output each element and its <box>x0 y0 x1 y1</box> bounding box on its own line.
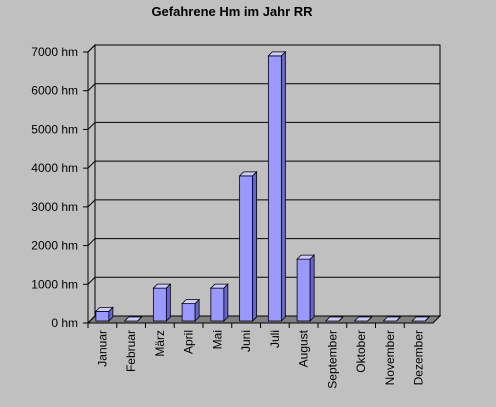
bar-side <box>280 50 286 322</box>
bar-front <box>152 287 167 322</box>
grid-line <box>87 276 440 285</box>
bar <box>238 170 258 322</box>
grid-line-side <box>87 199 96 208</box>
x-tick-label: Januar <box>95 330 109 367</box>
y-tick-label: 4000 hm <box>31 161 78 175</box>
bar-front <box>267 55 282 322</box>
grid-line <box>87 315 440 324</box>
bar <box>353 316 373 322</box>
y-tick-label: 1000 hm <box>31 277 78 291</box>
grid-line <box>87 83 440 92</box>
bar-side <box>194 298 200 322</box>
grid-line <box>87 121 440 130</box>
grid-line <box>87 199 440 208</box>
back-wall <box>94 44 441 317</box>
grid-line <box>87 44 440 53</box>
bar-front <box>95 310 110 322</box>
bar-side <box>367 316 372 322</box>
bar <box>267 50 287 322</box>
bar <box>152 283 172 322</box>
bar-side <box>165 283 171 322</box>
bar <box>411 316 431 322</box>
y-tick-label: 3000 hm <box>31 200 78 214</box>
bar <box>181 298 201 322</box>
x-tick-label: Juli <box>268 330 282 348</box>
grid-line-side <box>87 160 96 169</box>
grid-line-side <box>87 83 96 92</box>
y-tick-label: 0 hm <box>51 316 78 330</box>
grid-line-side <box>87 276 96 285</box>
y-tick-label: 5000 hm <box>31 122 78 136</box>
x-tick-label: Mai <box>210 330 224 349</box>
bar-front <box>210 287 225 322</box>
x-tick-label: Dezember <box>412 330 426 385</box>
grid-line-side <box>87 315 96 324</box>
bar <box>123 316 143 322</box>
bar-side <box>309 254 315 322</box>
bar-side <box>338 316 344 322</box>
bar <box>382 316 402 322</box>
bar-front <box>181 303 196 322</box>
bar-side <box>223 283 229 322</box>
bar-side <box>396 316 401 322</box>
bar-side <box>108 306 114 322</box>
grid-line <box>87 238 440 246</box>
x-tick-label: August <box>297 329 311 367</box>
x-tick-label: Februar <box>124 330 138 372</box>
x-tick-label: November <box>383 330 397 385</box>
bar-front <box>296 258 311 322</box>
chart-title: Gefahrene Hm im Jahr RR <box>151 4 313 19</box>
bar <box>209 283 229 322</box>
x-tick-label: März <box>153 330 167 357</box>
grid-line-side <box>87 238 96 246</box>
y-tick-label: 6000 hm <box>31 84 78 98</box>
x-tick-label: Juni <box>239 330 253 352</box>
bar <box>94 306 114 322</box>
bar-front <box>239 175 254 322</box>
grid-line <box>87 160 440 169</box>
bar <box>296 254 316 322</box>
grid-line-side <box>87 44 96 53</box>
y-tick-label: 2000 hm <box>31 239 78 253</box>
bar-side <box>252 170 258 322</box>
x-tick-label: September <box>325 330 339 389</box>
x-tick-label: Oktober <box>354 330 368 373</box>
bar-side <box>137 316 142 322</box>
bar <box>324 316 344 322</box>
bar-side <box>424 316 430 322</box>
y-tick-label: 7000 hm <box>31 45 78 59</box>
grid-line-side <box>87 122 96 130</box>
x-tick-label: April <box>182 330 196 354</box>
